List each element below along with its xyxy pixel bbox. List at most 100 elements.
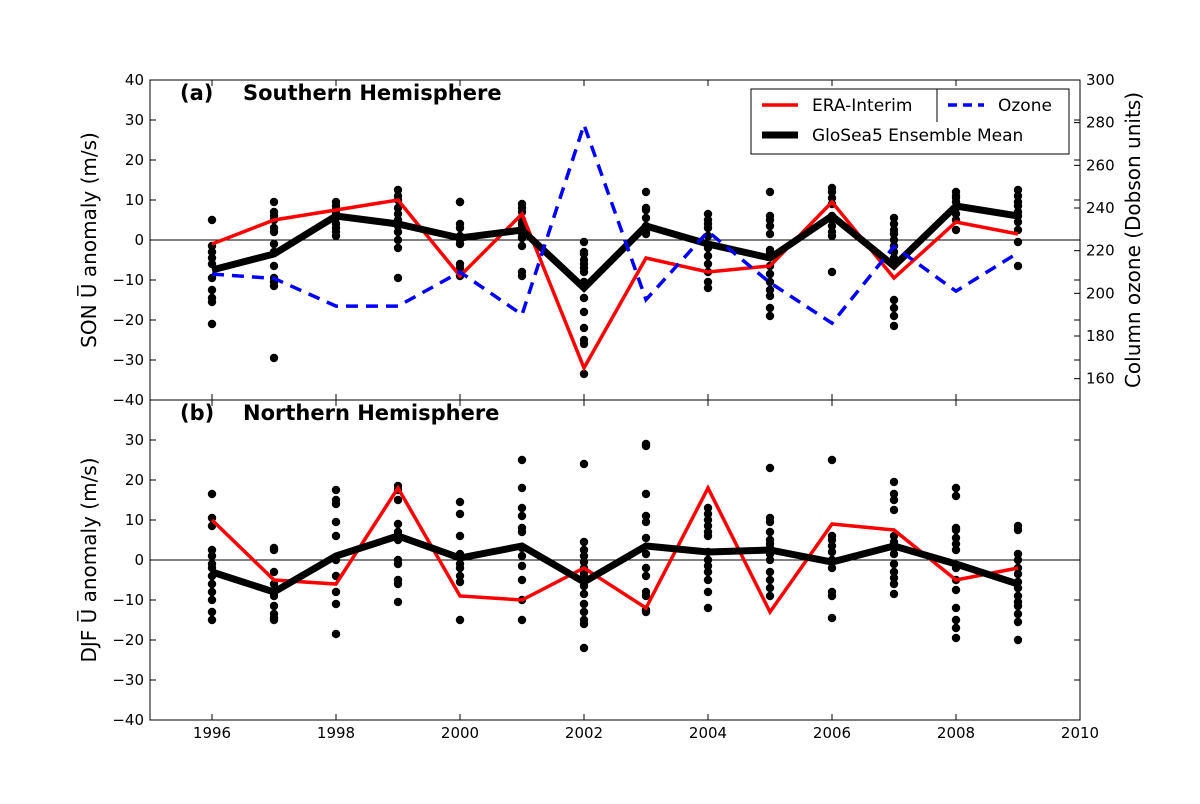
member-point: [579, 537, 589, 547]
member-point: [1013, 569, 1023, 579]
y2-tick-label: 300: [1086, 71, 1115, 89]
x-tick-label: 2004: [689, 724, 727, 742]
member-point: [951, 633, 961, 643]
member-point: [827, 563, 837, 573]
y2-tick-label: 280: [1086, 114, 1115, 132]
y2-tick-label: 200: [1086, 284, 1115, 302]
member-point: [579, 545, 589, 555]
member-point: [1013, 201, 1023, 211]
member-point: [889, 579, 899, 589]
member-point: [889, 321, 899, 331]
x-tick-label: 2008: [937, 724, 975, 742]
y2-tick-label: 240: [1086, 199, 1115, 217]
member-point: [703, 503, 713, 513]
member-point: [765, 527, 775, 537]
member-point: [765, 575, 775, 585]
member-point: [889, 295, 899, 305]
member-point: [641, 441, 651, 451]
member-point: [207, 319, 217, 329]
member-point: [331, 599, 341, 609]
member-point: [269, 227, 279, 237]
member-point: [641, 571, 651, 581]
member-point: [889, 495, 899, 505]
y-tick-label: 20: [125, 471, 144, 489]
member-point: [1013, 591, 1023, 601]
member-point: [269, 601, 279, 611]
member-point: [889, 311, 899, 321]
member-point: [579, 569, 589, 579]
member-point: [951, 603, 961, 613]
member-point: [579, 339, 589, 349]
member-point: [1013, 217, 1023, 227]
member-point: [269, 261, 279, 271]
member-point: [765, 229, 775, 239]
member-point: [889, 589, 899, 599]
member-point: [703, 521, 713, 531]
member-point: [579, 607, 589, 617]
member-point: [765, 221, 775, 231]
member-point: [703, 531, 713, 541]
y2-axis-label: Column ozone (Dobson units): [1121, 92, 1145, 388]
member-point: [455, 197, 465, 207]
member-point: [331, 499, 341, 509]
member-point: [393, 243, 403, 253]
member-point: [269, 567, 279, 577]
member-point: [889, 549, 899, 559]
member-point: [765, 591, 775, 601]
panel-a: −40 −30 −20 −10 0 10 20 30 40 160 180 200 220 240 260 2…: [76, 71, 1145, 409]
member-point: [393, 203, 403, 213]
y-tick-label: −20: [112, 311, 144, 329]
member-point: [641, 205, 651, 215]
member-point: [703, 223, 713, 233]
member-point: [827, 591, 837, 601]
member-point: [579, 643, 589, 653]
member-point: [765, 285, 775, 295]
member-point: [703, 603, 713, 613]
member-point: [703, 259, 713, 269]
member-point: [827, 231, 837, 241]
member-point: [269, 239, 279, 249]
member-point: [951, 545, 961, 555]
member-point: [951, 225, 961, 235]
legend: ERA-Interim Ozone GloSea5 Ensemble Mean: [750, 88, 1070, 155]
member-point: [765, 463, 775, 473]
member-point: [827, 541, 837, 551]
member-point: [455, 239, 465, 249]
member-point: [889, 559, 899, 569]
y-tick-label: −10: [112, 591, 144, 609]
member-point: [517, 575, 527, 585]
member-point: [579, 293, 589, 303]
member-point: [207, 587, 217, 597]
member-point: [641, 607, 651, 617]
x-tick-label: 1996: [193, 724, 231, 742]
member-point: [579, 369, 589, 379]
member-point: [827, 267, 837, 277]
member-point: [703, 575, 713, 585]
series-line-era-interim: [210, 484, 1019, 616]
panel-label: (b): [180, 401, 214, 425]
x-tick-label: 2006: [813, 724, 851, 742]
y-tick-label: −30: [112, 351, 144, 369]
member-point: [889, 229, 899, 239]
member-point: [393, 273, 403, 283]
member-point: [765, 303, 775, 313]
member-point: [703, 509, 713, 519]
member-point: [579, 267, 589, 277]
member-point: [1013, 555, 1023, 565]
y-tick-label: 20: [125, 151, 144, 169]
member-point: [827, 547, 837, 557]
member-point: [579, 589, 589, 599]
member-point: [517, 455, 527, 465]
member-point: [331, 517, 341, 527]
x-tick-label: 2002: [565, 724, 603, 742]
member-point: [393, 495, 403, 505]
member-point: [331, 485, 341, 495]
panel-title: Northern Hemisphere: [243, 401, 499, 425]
y-axis-label: DJF U̅ anomaly (m/s): [76, 457, 101, 662]
member-point: [269, 353, 279, 363]
legend-box: [750, 88, 1070, 155]
member-point: [1013, 237, 1023, 247]
member-point: [269, 615, 279, 625]
member-point: [641, 489, 651, 499]
member-point: [889, 477, 899, 487]
